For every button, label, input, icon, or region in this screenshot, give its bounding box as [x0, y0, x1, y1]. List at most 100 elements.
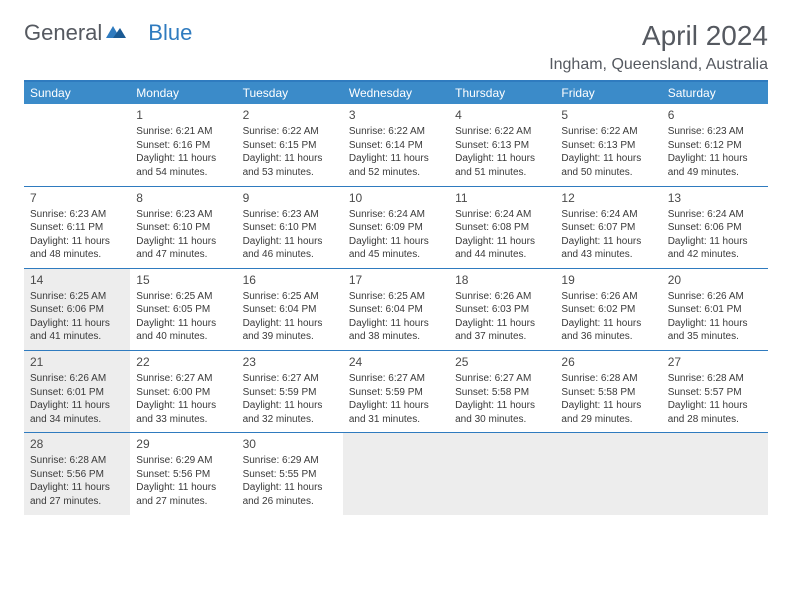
daylight-text: Daylight: 11 hours and 40 minutes. [136, 317, 230, 344]
day-number: 1 [136, 107, 230, 123]
day-header: Thursday [449, 81, 555, 104]
day-number: 9 [243, 190, 337, 206]
calendar-row: 1Sunrise: 6:21 AMSunset: 6:16 PMDaylight… [24, 104, 768, 186]
day-number: 25 [455, 354, 549, 370]
sunrise-text: Sunrise: 6:23 AM [30, 208, 124, 222]
sunset-text: Sunset: 6:06 PM [668, 221, 762, 235]
calendar-cell: 14Sunrise: 6:25 AMSunset: 6:06 PMDayligh… [24, 268, 130, 350]
logo-triangle-icon [106, 20, 126, 46]
calendar-cell: 3Sunrise: 6:22 AMSunset: 6:14 PMDaylight… [343, 104, 449, 186]
calendar-cell: 20Sunrise: 6:26 AMSunset: 6:01 PMDayligh… [662, 268, 768, 350]
sunrise-text: Sunrise: 6:26 AM [668, 290, 762, 304]
daylight-text: Daylight: 11 hours and 28 minutes. [668, 399, 762, 426]
sunset-text: Sunset: 6:00 PM [136, 386, 230, 400]
daylight-text: Daylight: 11 hours and 51 minutes. [455, 152, 549, 179]
calendar-cell: 25Sunrise: 6:27 AMSunset: 5:58 PMDayligh… [449, 350, 555, 432]
sunrise-text: Sunrise: 6:25 AM [349, 290, 443, 304]
day-number: 12 [561, 190, 655, 206]
sunrise-text: Sunrise: 6:26 AM [455, 290, 549, 304]
sunrise-text: Sunrise: 6:27 AM [243, 372, 337, 386]
calendar-cell: 5Sunrise: 6:22 AMSunset: 6:13 PMDaylight… [555, 104, 661, 186]
sunset-text: Sunset: 6:10 PM [136, 221, 230, 235]
sunrise-text: Sunrise: 6:23 AM [243, 208, 337, 222]
sunset-text: Sunset: 6:12 PM [668, 139, 762, 153]
day-number: 14 [30, 272, 124, 288]
calendar-cell: 15Sunrise: 6:25 AMSunset: 6:05 PMDayligh… [130, 268, 236, 350]
daylight-text: Daylight: 11 hours and 27 minutes. [30, 481, 124, 508]
sunset-text: Sunset: 6:06 PM [30, 303, 124, 317]
day-number: 20 [668, 272, 762, 288]
day-number: 24 [349, 354, 443, 370]
calendar-cell: 26Sunrise: 6:28 AMSunset: 5:58 PMDayligh… [555, 350, 661, 432]
sunset-text: Sunset: 6:04 PM [243, 303, 337, 317]
sunset-text: Sunset: 6:01 PM [30, 386, 124, 400]
day-number: 23 [243, 354, 337, 370]
day-number: 19 [561, 272, 655, 288]
calendar-cell: 17 Sunrise: 6:25 AMSunset: 6:04 PMDayligh… [343, 268, 449, 350]
sunrise-text: Sunrise: 6:29 AM [136, 454, 230, 468]
sunset-text: Sunset: 6:05 PM [136, 303, 230, 317]
daylight-text: Daylight: 11 hours and 54 minutes. [136, 152, 230, 179]
day-number: 7 [30, 190, 124, 206]
day-number: 8 [136, 190, 230, 206]
daylight-text: Daylight: 11 hours and 49 minutes. [668, 152, 762, 179]
day-header: Monday [130, 81, 236, 104]
sunset-text: Sunset: 6:10 PM [243, 221, 337, 235]
daylight-text: Daylight: 11 hours and 47 minutes. [136, 235, 230, 262]
day-number: 2 [243, 107, 337, 123]
calendar-cell: 21Sunrise: 6:26 AMSunset: 6:01 PMDayligh… [24, 350, 130, 432]
calendar-cell: 4Sunrise: 6:22 AMSunset: 6:13 PMDaylight… [449, 104, 555, 186]
sunrise-text: Sunrise: 6:23 AM [136, 208, 230, 222]
calendar-cell: 9Sunrise: 6:23 AMSunset: 6:10 PMDaylight… [237, 186, 343, 268]
sunrise-text: Sunrise: 6:26 AM [30, 372, 124, 386]
daylight-text: Daylight: 11 hours and 27 minutes. [136, 481, 230, 508]
daylight-text: Daylight: 11 hours and 53 minutes. [243, 152, 337, 179]
sunset-text: Sunset: 5:56 PM [136, 468, 230, 482]
calendar-cell: 2Sunrise: 6:22 AMSunset: 6:15 PMDaylight… [237, 104, 343, 186]
daylight-text: Daylight: 11 hours and 29 minutes. [561, 399, 655, 426]
calendar-cell [555, 433, 661, 515]
day-number: 21 [30, 354, 124, 370]
sunset-text: Sunset: 6:04 PM [349, 303, 443, 317]
logo-text-blue: Blue [148, 20, 192, 46]
sunrise-text: Sunrise: 6:27 AM [455, 372, 549, 386]
sunrise-text: Sunrise: 6:27 AM [136, 372, 230, 386]
calendar-cell [24, 104, 130, 186]
calendar-cell: 16Sunrise: 6:25 AMSunset: 6:04 PMDayligh… [237, 268, 343, 350]
calendar-cell [343, 433, 449, 515]
calendar-cell: 19Sunrise: 6:26 AMSunset: 6:02 PMDayligh… [555, 268, 661, 350]
sunset-text: Sunset: 5:58 PM [455, 386, 549, 400]
daylight-text: Daylight: 11 hours and 26 minutes. [243, 481, 337, 508]
daylight-text: Daylight: 11 hours and 48 minutes. [30, 235, 124, 262]
sunset-text: Sunset: 5:55 PM [243, 468, 337, 482]
day-number: 27 [668, 354, 762, 370]
day-number: 17 [349, 272, 443, 288]
day-header-row: Sunday Monday Tuesday Wednesday Thursday… [24, 81, 768, 104]
day-number: 29 [136, 436, 230, 452]
calendar-cell: 23Sunrise: 6:27 AMSunset: 5:59 PMDayligh… [237, 350, 343, 432]
day-header: Tuesday [237, 81, 343, 104]
sunrise-text: Sunrise: 6:28 AM [668, 372, 762, 386]
day-number: 16 [243, 272, 337, 288]
day-header: Sunday [24, 81, 130, 104]
calendar-cell: 22Sunrise: 6:27 AMSunset: 6:00 PMDayligh… [130, 350, 236, 432]
daylight-text: Daylight: 11 hours and 38 minutes. [349, 317, 443, 344]
daylight-text: Daylight: 11 hours and 44 minutes. [455, 235, 549, 262]
day-number: 5 [561, 107, 655, 123]
sunset-text: Sunset: 6:07 PM [561, 221, 655, 235]
title-block: April 2024 Ingham, Queensland, Australia [549, 20, 768, 74]
calendar-cell: 28Sunrise: 6:28 AMSunset: 5:56 PMDayligh… [24, 433, 130, 515]
daylight-text: Daylight: 11 hours and 50 minutes. [561, 152, 655, 179]
day-number: 28 [30, 436, 124, 452]
calendar-cell: 12Sunrise: 6:24 AMSunset: 6:07 PMDayligh… [555, 186, 661, 268]
daylight-text: Daylight: 11 hours and 31 minutes. [349, 399, 443, 426]
day-number: 22 [136, 354, 230, 370]
sunset-text: Sunset: 6:03 PM [455, 303, 549, 317]
day-header: Friday [555, 81, 661, 104]
daylight-text: Daylight: 11 hours and 37 minutes. [455, 317, 549, 344]
day-number: 18 [455, 272, 549, 288]
day-number: 30 [243, 436, 337, 452]
daylight-text: Daylight: 11 hours and 43 minutes. [561, 235, 655, 262]
sunrise-text: Sunrise: 6:26 AM [561, 290, 655, 304]
daylight-text: Daylight: 11 hours and 42 minutes. [668, 235, 762, 262]
